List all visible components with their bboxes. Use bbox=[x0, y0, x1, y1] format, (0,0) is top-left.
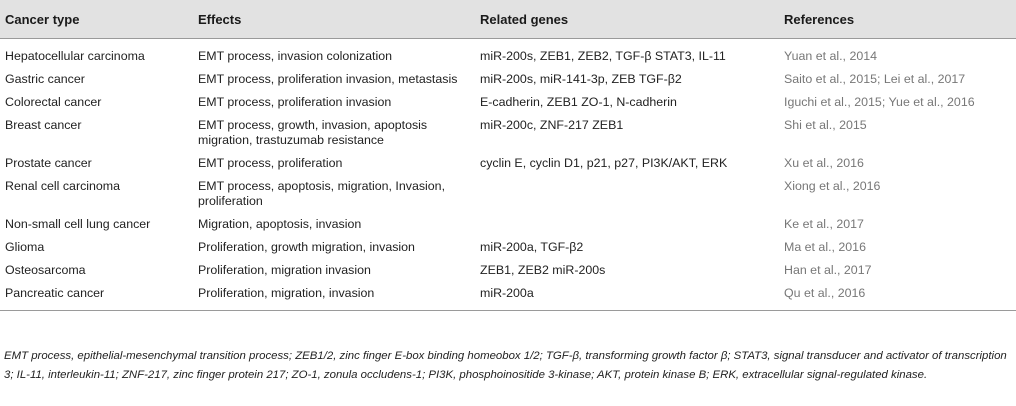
cancer-type-cell: Renal cell carcinoma bbox=[5, 179, 121, 193]
related-genes-cell bbox=[475, 179, 784, 217]
effects-cell: EMT process, invasion colonization bbox=[198, 49, 392, 63]
table-row: Colorectal cancer EMT process, prolifera… bbox=[0, 95, 1016, 118]
cancer-type-cell: Breast cancer bbox=[5, 118, 82, 132]
cancer-type-cell: Osteosarcoma bbox=[5, 263, 86, 277]
related-genes-cell: ZEB1, ZEB2 miR-200s bbox=[480, 263, 606, 277]
effects-cell: EMT process, proliferation bbox=[198, 156, 343, 170]
cancer-type-cell: Glioma bbox=[5, 240, 45, 254]
data-table: Cancer type Effects Related genes Refere… bbox=[0, 0, 1016, 311]
effects-cell: Proliferation, migration invasion bbox=[198, 263, 371, 277]
cancer-type-cell: Non-small cell lung cancer bbox=[5, 217, 151, 231]
references-cell: Ke et al., 2017 bbox=[784, 217, 864, 231]
header-references: References bbox=[784, 0, 1016, 39]
references-cell: Xiong et al., 2016 bbox=[784, 179, 881, 193]
cancer-type-cell: Colorectal cancer bbox=[5, 95, 102, 109]
table-row: Renal cell carcinoma EMT process, apopto… bbox=[0, 179, 1016, 217]
related-genes-cell bbox=[475, 217, 784, 240]
table-body: Hepatocellular carcinoma EMT process, in… bbox=[0, 39, 1016, 311]
header-effects: Effects bbox=[193, 0, 475, 39]
effects-cell: EMT process, proliferation invasion, met… bbox=[198, 72, 458, 86]
effects-cell: Migration, apoptosis, invasion bbox=[198, 217, 362, 231]
references-cell: Ma et al., 2016 bbox=[784, 240, 866, 254]
cancer-type-cell: Hepatocellular carcinoma bbox=[5, 49, 145, 63]
references-cell: Qu et al., 2016 bbox=[784, 286, 1016, 311]
header-row: Cancer type Effects Related genes Refere… bbox=[0, 0, 1016, 39]
references-cell: Saito et al., 2015; Lei et al., 2017 bbox=[784, 72, 966, 86]
related-genes-cell: miR-200s, miR-141-3p, ZEB TGF-β2 bbox=[480, 72, 682, 86]
cancer-type-cell: Prostate cancer bbox=[5, 156, 92, 170]
table-row: Pancreatic cancer Proliferation, migrati… bbox=[0, 286, 1016, 311]
table-row: Gastric cancer EMT process, proliferatio… bbox=[0, 72, 1016, 95]
effects-cell: Proliferation, growth migration, invasio… bbox=[198, 240, 415, 254]
effects-cell: Proliferation, migration, invasion bbox=[193, 286, 475, 311]
table-row: Hepatocellular carcinoma EMT process, in… bbox=[0, 49, 1016, 72]
related-genes-cell: miR-200s, ZEB1, ZEB2, TGF-β STAT3, IL-11 bbox=[480, 49, 726, 63]
table-row: Prostate cancer EMT process, proliferati… bbox=[0, 156, 1016, 179]
table-header: Cancer type Effects Related genes Refere… bbox=[0, 0, 1016, 39]
references-cell: Yuan et al., 2014 bbox=[784, 49, 878, 63]
header-cancer-type: Cancer type bbox=[0, 0, 193, 39]
table-row: Osteosarcoma Proliferation, migration in… bbox=[0, 263, 1016, 286]
cancer-type-cell: Gastric cancer bbox=[5, 72, 85, 86]
header-related-genes: Related genes bbox=[475, 0, 784, 39]
table-row: Non-small cell lung cancer Migration, ap… bbox=[0, 217, 1016, 240]
references-cell: Han et al., 2017 bbox=[784, 263, 872, 277]
effects-cell: EMT process, growth, invasion, apoptosis… bbox=[198, 118, 428, 147]
references-cell: Shi et al., 2015 bbox=[784, 118, 867, 132]
related-genes-cell: cyclin E, cyclin D1, p21, p27, PI3K/AKT,… bbox=[480, 156, 728, 170]
cancer-type-cell: Pancreatic cancer bbox=[0, 286, 193, 311]
table-row: Breast cancer EMT process, growth, invas… bbox=[0, 118, 1016, 156]
related-genes-cell: miR-200c, ZNF-217 ZEB1 bbox=[480, 118, 624, 132]
table-row: Glioma Proliferation, growth migration, … bbox=[0, 240, 1016, 263]
related-genes-cell: E-cadherin, ZEB1 ZO-1, N-cadherin bbox=[480, 95, 677, 109]
references-cell: Xu et al., 2016 bbox=[784, 156, 864, 170]
table-footnote: EMT process, epithelial-mesenchymal tran… bbox=[4, 350, 1007, 381]
related-genes-cell: miR-200a, TGF-β2 bbox=[480, 240, 584, 254]
effects-cell: EMT process, proliferation invasion bbox=[198, 95, 392, 109]
effects-cell: EMT process, apoptosis, migration, Invas… bbox=[198, 179, 446, 208]
references-cell: Iguchi et al., 2015; Yue et al., 2016 bbox=[784, 95, 975, 109]
header-spacer bbox=[0, 39, 1016, 50]
related-genes-cell: miR-200a bbox=[475, 286, 784, 311]
